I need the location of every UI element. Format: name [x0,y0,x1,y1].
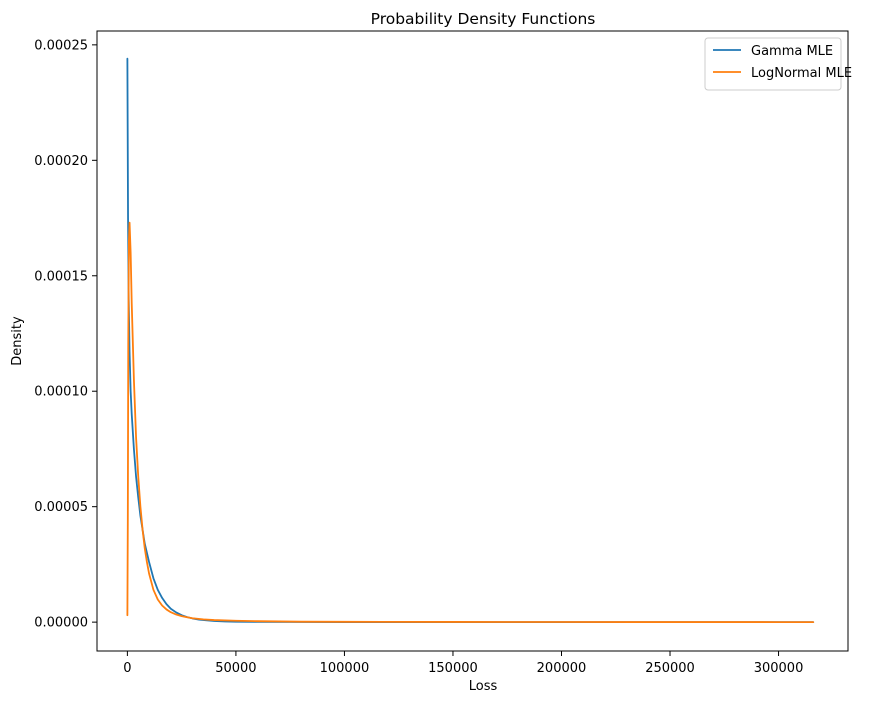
x-axis-title: Loss [469,679,498,694]
x-tick-label: 300000 [754,661,804,676]
x-axis: 0 50000 100000 150000 200000 250000 300000 [123,651,803,676]
legend-box [704,37,842,91]
x-tick-label: 250000 [645,661,695,676]
x-tick-label: 150000 [428,661,478,676]
y-axis-title: Density [10,316,25,366]
y-tick-label: 0.00020 [34,154,88,169]
x-tick-label: 100000 [320,661,370,676]
y-tick-label: 0.00025 [34,38,88,53]
x-tick-label: 200000 [537,661,587,676]
y-axis: 0.00000 0.00005 0.00010 0.00015 0.00020 0.000… [34,38,97,631]
legend-label-lognormal: LogNormal MLE [751,66,852,81]
y-tick-label: 0.00005 [34,500,88,515]
y-tick-label: 0.00010 [34,385,88,400]
chart-title: Probability Density Functions [371,10,596,28]
x-tick-label: 0 [123,661,131,676]
x-tick-label: 50000 [215,661,256,676]
plot-frame [96,30,849,652]
y-tick-label: 0.00000 [34,616,88,631]
plot-area: 0 50000 100000 150000 200000 250000 300000 0.0… [34,30,849,676]
legend-label-gamma: Gamma MLE [751,44,833,59]
y-tick-label: 0.00015 [34,269,88,284]
series-line-lognormal-mle [126,221,815,623]
legend: Gamma MLE LogNormal MLE [704,37,852,91]
series-layer [126,57,815,624]
